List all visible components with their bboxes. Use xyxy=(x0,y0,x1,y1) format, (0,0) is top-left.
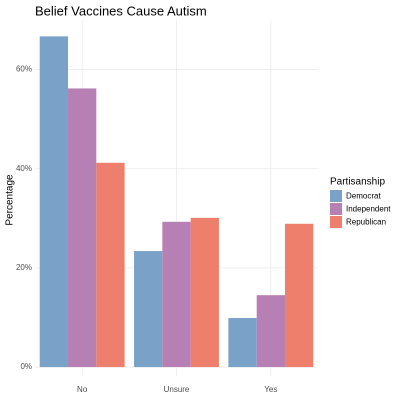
y-tick-label: 40% xyxy=(16,164,32,173)
bar xyxy=(284,223,314,368)
y-tick-label: 0% xyxy=(20,362,32,371)
bar xyxy=(68,88,97,368)
bar xyxy=(134,251,163,368)
legend-label: Republican xyxy=(346,218,386,227)
bar xyxy=(39,36,69,368)
chart-title: Belief Vaccines Cause Autism xyxy=(35,3,207,18)
legend-swatch xyxy=(330,190,342,202)
legend-swatch xyxy=(330,216,342,228)
legend-label: Independent xyxy=(346,205,391,214)
bar xyxy=(256,295,285,368)
legend-label: Democrat xyxy=(346,192,381,201)
bar xyxy=(162,221,191,368)
bar xyxy=(96,162,125,368)
x-tick-label: Yes xyxy=(264,385,277,394)
y-tick-label: 60% xyxy=(16,65,32,74)
bar xyxy=(228,317,257,368)
y-tick-label: 20% xyxy=(16,263,32,272)
legend-title: Partisanship xyxy=(330,177,385,188)
y-axis-title: Percentage xyxy=(5,174,16,226)
x-tick-label: Unsure xyxy=(164,385,190,394)
legend-swatch xyxy=(330,203,342,215)
bar xyxy=(190,217,219,368)
x-tick-label: No xyxy=(77,385,88,394)
